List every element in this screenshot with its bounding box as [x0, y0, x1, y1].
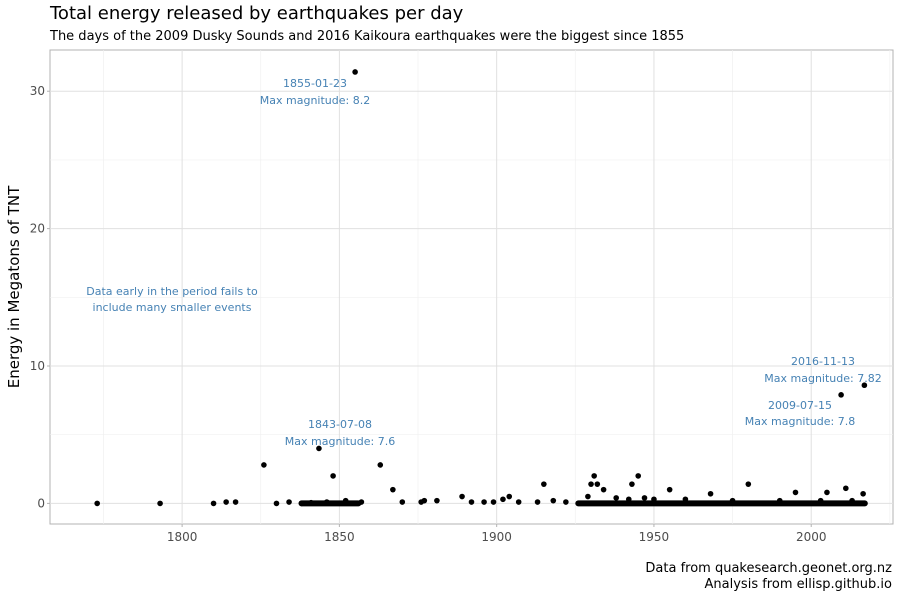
data-point — [588, 481, 594, 487]
data-point — [860, 490, 866, 497]
data-point — [261, 462, 267, 468]
data-point — [273, 500, 280, 507]
caption-analysis: Analysis from ellisp.github.io — [704, 577, 892, 592]
data-point — [352, 69, 358, 75]
data-point — [157, 500, 163, 507]
data-point — [390, 486, 396, 493]
annotation-note-line-2: include many smaller events — [93, 301, 252, 314]
data-point — [817, 497, 824, 504]
x-tick-label: 1900 — [481, 530, 512, 544]
data-point — [707, 490, 714, 497]
data-point — [651, 496, 657, 503]
data-point — [490, 499, 497, 505]
plot-panel — [49, 49, 894, 525]
data-point — [641, 495, 648, 501]
x-axis-ticks: 1800 1850 1900 1950 2000 — [167, 524, 827, 544]
data-point — [550, 497, 557, 504]
data-points — [94, 69, 868, 507]
data-point — [541, 481, 547, 487]
y-tick-label: 20 — [30, 222, 45, 236]
data-point — [399, 499, 406, 505]
data-point — [316, 445, 322, 452]
data-point — [342, 497, 349, 504]
data-point — [600, 486, 607, 493]
data-point — [459, 493, 465, 500]
data-point — [629, 481, 635, 487]
chart-title: Total energy released by earthquakes per… — [50, 3, 464, 24]
data-point — [232, 499, 239, 505]
data-point — [563, 499, 569, 505]
y-tick-label: 0 — [37, 496, 45, 510]
annotation-2009-date: 2009-07-15 — [768, 399, 832, 412]
chart-subtitle: The days of the 2009 Dusky Sounds and 20… — [50, 29, 685, 44]
data-point — [776, 497, 783, 504]
x-tick-label: 1800 — [167, 530, 198, 544]
data-point — [613, 495, 619, 501]
data-point — [434, 497, 440, 504]
data-point — [308, 499, 314, 506]
data-point — [843, 485, 849, 492]
data-point — [849, 497, 855, 504]
data-point — [223, 499, 229, 505]
annotation-2009-magnitude: Max magnitude: 7.8 — [745, 415, 855, 428]
data-point — [594, 481, 601, 487]
grid-lines — [50, 50, 893, 524]
annotation-1855-magnitude: Max magnitude: 8.2 — [260, 94, 370, 107]
data-point — [745, 481, 752, 487]
data-point — [500, 496, 506, 503]
data-point — [666, 486, 673, 493]
dense-points-segment — [575, 500, 868, 507]
data-point — [682, 496, 689, 503]
data-point — [421, 497, 428, 504]
y-tick-label: 30 — [30, 84, 45, 98]
data-point — [94, 500, 100, 507]
annotation-2016-date: 2016-11-13 — [791, 355, 855, 368]
x-tick-label: 2000 — [796, 530, 827, 544]
data-point — [481, 499, 487, 505]
data-point — [358, 499, 365, 505]
data-point — [210, 500, 217, 507]
data-point — [515, 499, 522, 505]
data-point — [792, 489, 799, 496]
y-tick-label: 10 — [30, 359, 45, 373]
data-point — [729, 497, 736, 504]
data-point — [625, 496, 632, 503]
data-point — [286, 499, 292, 505]
y-axis-ticks: 0 10 20 30 — [30, 84, 50, 510]
data-point — [585, 493, 591, 500]
annotation-1843-date: 1843-07-08 — [308, 418, 372, 431]
x-tick-label: 1850 — [324, 530, 355, 544]
annotation-2016-magnitude: Max magnitude: 7.82 — [764, 372, 881, 385]
data-point — [534, 499, 541, 505]
data-point — [506, 493, 513, 500]
data-point — [377, 462, 384, 468]
data-point — [838, 392, 844, 398]
annotation-1843-magnitude: Max magnitude: 7.6 — [285, 435, 395, 448]
data-point — [591, 473, 597, 479]
data-point — [324, 499, 330, 505]
annotation-note-line-1: Data early in the period fails to — [86, 285, 258, 298]
y-axis-label: Energy in Megatons of TNT — [5, 185, 23, 388]
data-point — [330, 473, 336, 479]
caption-data-source: Data from quakesearch.geonet.org.nz — [645, 561, 892, 576]
dense-points-segment — [298, 500, 362, 507]
data-point — [824, 489, 830, 496]
data-point — [468, 499, 475, 505]
x-tick-label: 1950 — [639, 530, 670, 544]
data-point — [635, 473, 642, 479]
data-point — [298, 500, 305, 507]
annotation-1855-date: 1855-01-23 — [283, 77, 347, 90]
data-point — [861, 382, 868, 389]
